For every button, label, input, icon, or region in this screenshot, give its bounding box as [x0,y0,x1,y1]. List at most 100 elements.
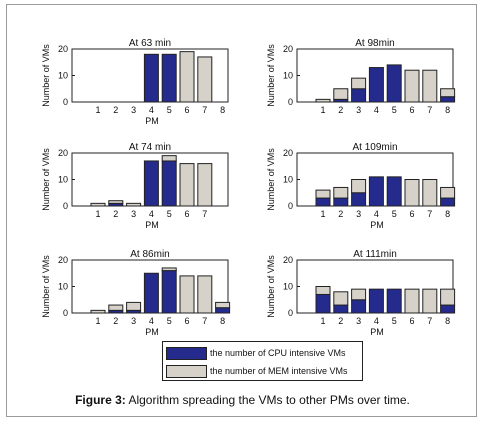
panel-3-xtick-label: 5 [167,209,172,219]
panel-5-xtick-label: 8 [220,316,225,326]
legend-item-mem: the number of MEM intensive VMs [166,363,348,379]
panel-3-xlabel: PM [145,220,159,230]
panel-4-bar-mem-pm-3 [351,179,367,194]
panel-3-ytick-label: 0 [63,201,68,211]
panel-5-xtick-label: 1 [95,316,100,326]
panel-4-xtick-label: 4 [374,209,379,219]
panel-6-ytick-label: 0 [288,308,293,318]
panel-4-title: At 109min [352,142,397,153]
panel-2-xtick-label: 7 [427,105,432,115]
panel-5-xtick-label: 7 [202,316,207,326]
panel-5-xtick-label: 2 [113,316,118,326]
panel-2-bar-mem-pm-8 [440,88,456,98]
figure-caption: Figure 3: Algorithm spreading the VMs to… [7,393,478,407]
panel-5-ylabel: Number of VMs [41,255,51,318]
panel-2-title: At 98min [355,38,394,49]
panel-6-xtick-label: 1 [320,316,325,326]
panel-2-xtick-label: 4 [374,105,379,115]
panel-5-bar-mem-pm-1 [90,309,106,314]
legend-label-mem: the number of MEM intensive VMs [210,366,348,376]
panel-6-ylabel: Number of VMs [266,255,276,318]
panel-1-xtick-label: 2 [113,105,118,115]
panel-5-ytick-label: 0 [63,308,68,318]
panel-2-bar-mem-pm-1 [315,98,331,103]
panel-4-ytick-label: 20 [283,148,293,158]
panel-2-ylabel: Number of VMs [266,44,276,107]
legend-swatch-cpu [166,346,207,360]
panel-1-xtick-label: 8 [220,105,225,115]
panel-4-bar-mem-pm-8 [440,186,456,199]
panel-3-xtick-label: 4 [149,209,154,219]
panel-1-title: At 63 min [129,38,171,49]
panel-4-bar-mem-pm-1 [315,189,331,199]
panel-3-bar-mem-pm-7 [197,163,213,207]
panel-2-xtick-label: 1 [320,105,325,115]
panel-3-xtick-label: 6 [184,209,189,219]
panel-1-xtick-label: 5 [167,105,172,115]
panel-2-bar-mem-pm-3 [351,77,367,90]
panel-6-xtick-label: 6 [409,316,414,326]
panel-4-bar-cpu-pm-4 [368,176,384,207]
panel-5-xtick-label: 6 [184,316,189,326]
panel-6-bar-mem-pm-2 [333,291,349,306]
panel-6-bar-mem-pm-8 [440,288,456,306]
panel-6-ytick-label: 10 [283,282,293,292]
panel-6-xtick-label: 3 [356,316,361,326]
caption-label: Figure 3: [75,393,126,407]
panel-5-xtick-label: 3 [131,316,136,326]
panel-2-xtick-label: 3 [356,105,361,115]
panel-4-ytick-label: 0 [288,201,293,211]
legend-label-cpu: the number of CPU intensive VMs [210,348,346,358]
panel-3-bar-cpu-pm-4 [143,160,159,207]
panel-2-bar-cpu-pm-3 [351,88,367,103]
panel-2-bar-mem-pm-7 [422,69,438,103]
panel-3-ytick-label: 10 [58,175,68,185]
panel-3-xtick-label: 7 [202,209,207,219]
panel-5-bar-mem-pm-6 [179,275,195,314]
panel-5-bar-mem-pm-8 [215,301,231,309]
panel-4-bar-mem-pm-7 [422,179,438,207]
panel-4-xtick-label: 3 [356,209,361,219]
caption-text: Algorithm spreading the VMs to other PMs… [128,393,410,407]
panel-5-xlabel: PM [145,327,159,337]
panel-1-xtick-label: 1 [95,105,100,115]
panel-2-xtick-label: 6 [409,105,414,115]
panel-4-ytick-label: 10 [283,175,293,185]
panel-6-bar-mem-pm-7 [422,288,438,314]
panel-6-bar-cpu-pm-5 [386,288,402,314]
panel-4-bar-cpu-pm-8 [440,197,456,207]
panel-4-bar-cpu-pm-2 [333,197,349,207]
panel-3-bar-mem-pm-2 [108,200,124,204]
panel-4-bar-mem-pm-2 [333,186,349,199]
panel-2-xtick-label: 8 [445,105,450,115]
panel-3-bar-mem-pm-6 [179,163,195,207]
panel-4-xtick-label: 2 [338,209,343,219]
panel-1-bar-cpu-pm-5 [161,53,177,103]
legend-item-cpu: the number of CPU intensive VMs [166,345,346,361]
panel-6-bar-cpu-pm-1 [315,293,331,314]
panel-2-bar-mem-pm-2 [333,88,349,100]
panel-6-xtick-label: 2 [338,316,343,326]
panel-6-bar-cpu-pm-8 [440,304,456,314]
panel-5-bar-mem-pm-5 [161,267,177,272]
chart-legend: the number of CPU intensive VMs the numb… [162,341,363,381]
panel-5-ytick-label: 10 [58,282,68,292]
panel-3-ylabel: Number of VMs [41,148,51,211]
panel-1-ytick-label: 20 [58,44,68,54]
panel-1-ytick-label: 0 [63,97,68,107]
panel-6-xlabel: PM [370,327,384,337]
panel-2-ytick-label: 20 [283,44,293,54]
legend-swatch-mem [166,364,207,378]
panel-1-xtick-label: 6 [184,105,189,115]
panel-3-bar-mem-pm-1 [90,202,106,207]
panel-1-xlabel: PM [145,116,159,126]
panel-6-xtick-label: 4 [374,316,379,326]
panel-1-xtick-label: 3 [131,105,136,115]
panel-5-bar-mem-pm-2 [108,304,124,311]
panel-6-bar-cpu-pm-2 [333,304,349,314]
panel-5-bar-cpu-pm-4 [143,272,159,314]
panel-2-xtick-label: 2 [338,105,343,115]
panel-2-bar-cpu-pm-5 [386,64,402,103]
panel-2-bar-cpu-pm-8 [440,96,456,103]
